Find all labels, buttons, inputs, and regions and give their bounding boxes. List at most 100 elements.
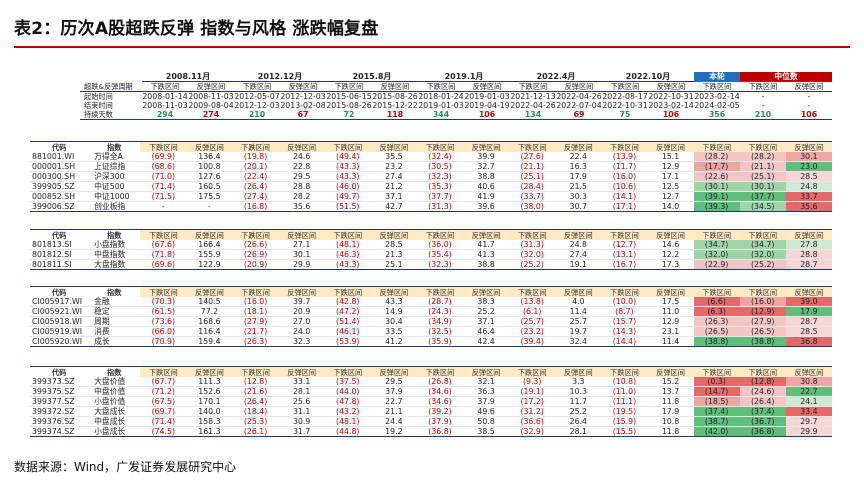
value-cell: 15.2	[647, 377, 694, 387]
days-value: 344	[418, 110, 464, 120]
value-cell: (18.1)	[232, 306, 279, 317]
header-start-row: 起始时间 2008-01-14 2008-11-03 2012-05-07 2012-1…	[80, 91, 833, 101]
interval-tag: 反弹区间	[278, 366, 325, 377]
value-cell: 37.9	[370, 386, 417, 397]
value-cell: 33.1	[278, 377, 325, 387]
interval-tag: 下跌区间	[509, 286, 556, 297]
value-cell: (34.9)	[416, 316, 464, 327]
value-cell: 166.4	[186, 240, 233, 250]
value-cell: 77.2	[186, 306, 233, 317]
table-row: 801812.SI 中盘指数 (71.8) 155.9 (26.9) 30.1 (46.3)…	[30, 249, 832, 260]
value-cell: 30.4	[370, 316, 417, 327]
index-name: 小盘指数	[88, 240, 141, 250]
value-cell: (16.8)	[232, 201, 279, 212]
value-cell: 38.5	[463, 426, 510, 437]
value-cell: (15.7)	[601, 316, 648, 327]
value-cell: (37.9)	[416, 416, 464, 427]
interval-tag: 下跌区间	[509, 366, 556, 377]
value-cell: (14.7)	[693, 386, 740, 397]
value-cell: 29.5	[370, 377, 417, 387]
value-cell: (48.1)	[324, 240, 371, 250]
interval-tag: 下跌区间	[601, 229, 648, 240]
interval-tag: 下跌区间	[140, 229, 187, 240]
value-cell: 38.3	[463, 297, 510, 307]
end-value: 2022-04-26	[510, 101, 556, 110]
value-cell: (35.9)	[416, 336, 464, 347]
value-cell: 41.9	[463, 191, 510, 202]
index-code: CI005918.WI	[30, 316, 89, 327]
interval-tag: 下跌区间	[739, 141, 786, 152]
value-cell: -	[140, 201, 187, 212]
value-cell: (39.1)	[693, 191, 740, 202]
value-cell: 140.0	[186, 406, 233, 417]
value-cell: (48.1)	[324, 416, 371, 427]
value-cell: (26.1)	[232, 426, 279, 437]
value-cell: (8.7)	[601, 306, 648, 317]
value-cell: 13.7	[647, 386, 694, 397]
interval-tag: 反弹区间	[785, 366, 832, 377]
value-cell: (14.3)	[601, 326, 648, 337]
value-cell: 29.9	[785, 426, 832, 437]
value-cell: (38.8)	[739, 336, 786, 347]
value-cell: 3.3	[555, 377, 602, 387]
section-table-1: 代码 指数 下跌区间 反弹区间 下跌区间 反弹区间 下跌区间 反弹区间 下跌区间 反弹区间 下跌区间…	[30, 141, 832, 212]
index-code: 399374.SZ	[30, 426, 89, 437]
days-value: 210	[234, 110, 280, 120]
index-code: 399905.SZ	[30, 181, 89, 192]
value-cell: 42.4	[463, 336, 510, 347]
tag-rebound: 反弹区间	[472, 82, 502, 91]
value-cell: (31.2)	[509, 406, 556, 417]
index-code: 000001.SH	[30, 161, 89, 172]
value-cell: 19.7	[555, 326, 602, 337]
value-cell: (24.6)	[739, 386, 786, 397]
value-cell: (18.4)	[232, 406, 279, 417]
value-cell: (26.5)	[739, 326, 786, 337]
value-cell: (26.4)	[232, 181, 279, 192]
code-header: 代码	[30, 229, 89, 240]
value-cell: (34.6)	[416, 396, 464, 407]
period-header-table: 2008.11月 2012.12月 2015.8月 2019.1月 2022.4月 202…	[80, 72, 833, 120]
value-cell: 14.9	[370, 306, 417, 317]
value-cell: (17.2)	[509, 396, 556, 407]
value-cell: 11.0	[647, 306, 694, 317]
value-cell: (9.3)	[509, 377, 556, 387]
value-cell: (10.8)	[601, 377, 648, 387]
index-name: 成长	[88, 336, 141, 347]
interval-tag: 反弹区间	[370, 229, 417, 240]
value-cell: (32.0)	[693, 249, 740, 260]
value-cell: (27.4)	[232, 191, 279, 202]
value-cell: 21.5	[555, 181, 602, 192]
start-value: -	[740, 91, 786, 101]
start-value: 2022-08-17	[602, 91, 648, 101]
header-days-row: 持续天数 294 274 210 67 72 118 344 106 134 69 75 106 356 2…	[80, 110, 833, 120]
value-cell: -	[186, 201, 233, 212]
start-value: 2021-12-13	[510, 91, 556, 101]
value-cell: 28.1	[278, 386, 325, 397]
value-cell: (28.7)	[416, 297, 464, 307]
end-value: 2013-02-08	[280, 101, 326, 110]
value-cell: 20.9	[278, 306, 325, 317]
value-cell: (34.7)	[693, 240, 740, 250]
index-code: 801812.SI	[30, 249, 89, 260]
table-row: CI005918.WI 周期 (73.6) 168.6 (27.9) 27.0 (51.4)…	[30, 316, 832, 327]
days-value: 75	[602, 110, 648, 120]
value-cell: (28.2)	[739, 152, 786, 162]
value-cell: 24.1	[785, 396, 832, 407]
value-cell: (39.3)	[693, 201, 740, 212]
interval-tag: 下跌区间	[739, 366, 786, 377]
value-cell: (21.1)	[739, 161, 786, 172]
value-cell: (16.7)	[601, 259, 648, 270]
value-cell: (27.9)	[232, 316, 279, 327]
index-name: 创业板指	[88, 201, 141, 212]
interval-tag: 反弹区间	[186, 141, 233, 152]
value-cell: (16.0)	[601, 171, 648, 182]
interval-tag: 反弹区间	[555, 141, 602, 152]
value-cell: 25.6	[278, 396, 325, 407]
end-value: 2019-01-03	[418, 101, 464, 110]
value-cell: 28.5	[370, 240, 417, 250]
value-cell: (17.1)	[601, 201, 648, 212]
index-name: 周期	[88, 316, 141, 327]
value-cell: 28.7	[785, 316, 832, 327]
value-cell: (17.7)	[693, 161, 740, 172]
interval-tag: 下跌区间	[232, 229, 279, 240]
